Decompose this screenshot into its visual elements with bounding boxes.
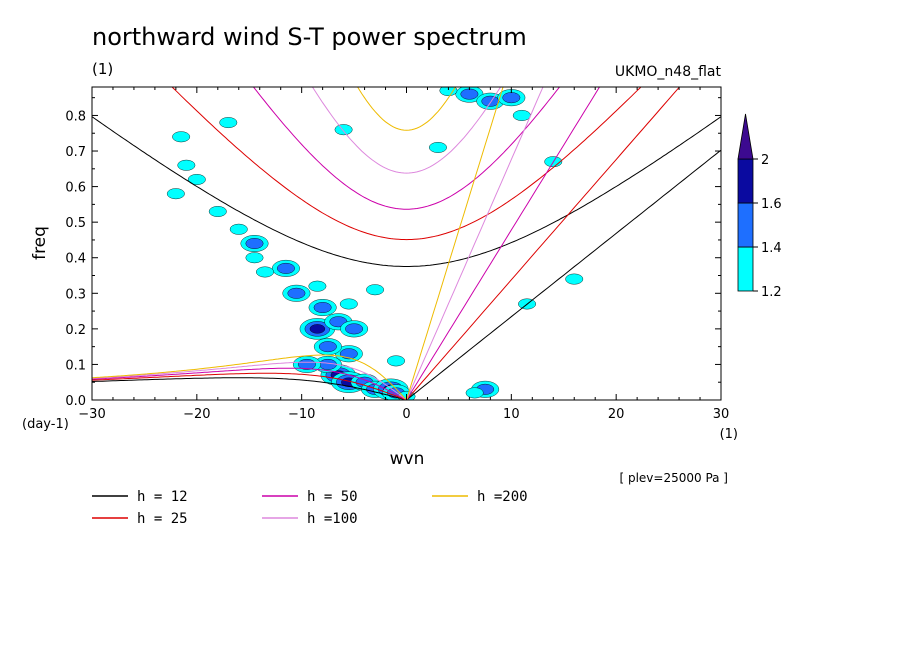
power-blob (313, 302, 332, 313)
legend: h = 12 h = 25 h = 50 h =100 h =200 (92, 489, 528, 527)
x-axis: −30 −20 −10 0 10 20 30 (78, 87, 729, 422)
power-blob (366, 284, 384, 296)
dispersion-curve (92, 367, 407, 400)
y-tick-label: 0.0 (65, 394, 86, 409)
power-blob (308, 280, 327, 292)
dispersion-curve (92, 361, 407, 400)
y-axis: 0.0 0.1 0.2 0.3 0.4 0.5 0.6 0.7 0.8 (65, 97, 721, 409)
power-blob (245, 252, 264, 264)
y-tick-label: 0.8 (65, 109, 86, 124)
power-blob (276, 262, 295, 274)
colorbar-triangle (737, 113, 754, 160)
x-tick-label: 0 (402, 407, 410, 422)
dispersion-curve (311, 87, 502, 174)
dispersion-curve (92, 377, 407, 400)
power-blob (187, 174, 206, 185)
power-blob (245, 238, 264, 249)
power-blob (502, 92, 521, 104)
dispersion-curve (406, 87, 544, 400)
y-tick-label: 0.2 (65, 323, 86, 338)
power-blob (334, 124, 353, 136)
x-tick-label: 10 (503, 407, 520, 422)
legend-label: h = 50 (307, 489, 358, 505)
colorbar-label: 1.6 (761, 197, 782, 212)
power-blob (481, 95, 500, 107)
colorbar-segment (737, 246, 754, 292)
dispersion-curve (92, 372, 407, 400)
dispersion-curve (406, 87, 601, 400)
x-tick-label: −20 (183, 407, 210, 422)
power-blob (172, 131, 191, 143)
power-contours (166, 87, 584, 400)
power-blob (339, 298, 358, 310)
power-blob (439, 87, 458, 97)
colorbar-label: 1.4 (761, 241, 782, 256)
x-axis-label: wvn (390, 449, 425, 469)
y-tick-label: 0.6 (65, 181, 86, 196)
dispersion-curve (92, 354, 407, 400)
dispersion-curves (92, 87, 721, 400)
power-blob (287, 287, 306, 299)
power-blob (318, 341, 337, 353)
power-blob (339, 348, 358, 360)
colorbar-label: 2 (761, 153, 769, 168)
power-blob (345, 323, 364, 335)
x-tick-label: 30 (713, 407, 730, 422)
colorbar-segment (737, 202, 754, 248)
power-blob (387, 355, 405, 367)
level-annotation: [ plev=25000 Pa ] (619, 471, 728, 485)
power-blob (177, 159, 196, 171)
colorbar-segment (737, 158, 754, 204)
chart-title: northward wind S-T power spectrum (92, 23, 527, 51)
power-blob (512, 110, 531, 121)
dispersion-curve (171, 87, 642, 241)
colorbar-label: 1.2 (761, 285, 782, 300)
power-blob (166, 188, 185, 200)
dispersion-curve (406, 149, 721, 400)
dispersion-curve (406, 87, 681, 400)
y-tick-label: 0.4 (65, 252, 86, 267)
power-blob (565, 273, 584, 285)
dispersion-curve (406, 87, 504, 400)
x-tick-label: −10 (288, 407, 315, 422)
power-blob (460, 88, 479, 100)
power-blob (229, 223, 248, 235)
power-blob (208, 206, 227, 217)
power-blob (256, 266, 274, 278)
chart-subtitle-right: UKMO_n48_flat (615, 64, 722, 80)
y-axis-label: freq (30, 226, 50, 260)
power-blob (219, 117, 238, 129)
x-tick-label: −30 (78, 407, 105, 422)
colorbar: 1.2 1.4 1.6 2 (737, 113, 782, 300)
power-blob (309, 324, 326, 334)
legend-label: h =100 (307, 511, 358, 527)
legend-label: h = 25 (137, 511, 188, 527)
dispersion-curve (252, 87, 561, 210)
x-unit-label: (1) (720, 427, 738, 442)
dispersion-curve (92, 116, 721, 267)
x-tick-label: 20 (608, 407, 625, 422)
power-blob (429, 142, 447, 153)
legend-label: h = 12 (137, 489, 188, 505)
legend-label: h =200 (477, 489, 528, 505)
y-tick-label: 0.5 (65, 216, 86, 231)
power-blob (465, 387, 484, 399)
chart-subtitle-left: (1) (92, 60, 113, 78)
dispersion-curve (357, 87, 456, 131)
y-tick-label: 0.3 (65, 287, 86, 302)
y-unit-label: (day-1) (22, 417, 69, 432)
y-tick-label: 0.7 (65, 145, 86, 160)
y-tick-label: 0.1 (65, 358, 86, 373)
